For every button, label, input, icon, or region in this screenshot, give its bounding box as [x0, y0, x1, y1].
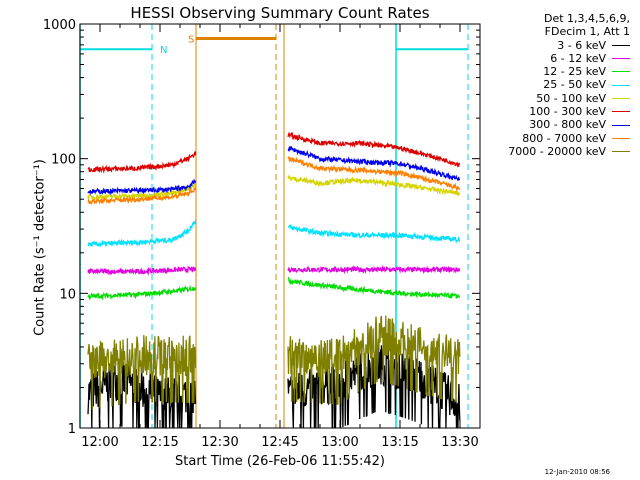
- series-line-50-100-kev: [287, 174, 461, 197]
- legend-entry: 12 - 25 keV: [470, 65, 630, 78]
- y-axis-label: Count Rate (s⁻¹ detector⁻¹): [32, 159, 48, 336]
- series-line-12-25-kev: [287, 276, 461, 300]
- legend: Det 1,3,4,5,6,9, FDecim 1, Att 1 3 - 6 k…: [470, 12, 630, 158]
- x-tick-label: 12:00: [81, 435, 118, 450]
- legend-swatch: [612, 124, 630, 126]
- legend-label: 7000 - 20000 keV: [508, 144, 606, 158]
- x-axis-label: Start Time (26-Feb-06 11:55:42): [175, 454, 385, 469]
- chart-title: HESSI Observing Summary Count Rates: [130, 4, 430, 22]
- x-tick-label: 12:45: [261, 435, 298, 450]
- series-line-300-800-kev: [287, 145, 461, 181]
- series-line-12-25-kev: [87, 284, 197, 301]
- series-line-25-50-kev: [287, 223, 461, 244]
- legend-label: 25 - 50 keV: [543, 78, 606, 92]
- legend-label: 12 - 25 keV: [543, 65, 606, 79]
- legend-entry: 300 - 800 keV: [470, 118, 630, 131]
- legend-header-line: FDecim 1, Att 1: [544, 25, 630, 39]
- legend-entry: 100 - 300 keV: [470, 105, 630, 118]
- legend-entry: 800 - 7000 keV: [470, 132, 630, 145]
- y-tick-label: 1: [68, 422, 76, 437]
- x-tick-label: 12:15: [141, 435, 178, 450]
- series-line-7000-20000-kev: [287, 315, 461, 405]
- legend-entry: 6 - 12 keV: [470, 52, 630, 65]
- series-line-100-300-kev: [287, 131, 461, 168]
- series-line-6-12-kev: [87, 265, 197, 276]
- legend-label: 300 - 800 keV: [529, 118, 606, 132]
- legend-swatch: [612, 137, 630, 139]
- legend-label: 800 - 7000 keV: [522, 131, 606, 145]
- x-tick-label: 13:00: [321, 435, 358, 450]
- series-line-100-300-kev: [87, 150, 197, 174]
- series-line-3-6-kev: [87, 360, 197, 429]
- legend-swatch: [612, 84, 630, 86]
- x-tick-label: 12:30: [201, 435, 238, 450]
- legend-label: 50 - 100 keV: [536, 91, 606, 105]
- series-line-6-12-kev: [287, 265, 461, 275]
- series-line-800-7000-kev: [87, 186, 197, 205]
- legend-entry: 25 - 50 keV: [470, 78, 630, 91]
- timestamp-label: 12-Jan-2010 08:56: [544, 468, 610, 476]
- series-line-25-50-kev: [87, 219, 197, 248]
- legend-label: 100 - 300 keV: [529, 105, 606, 119]
- legend-label: 6 - 12 keV: [550, 51, 606, 65]
- legend-swatch: [612, 71, 630, 73]
- legend-swatch: [612, 151, 630, 153]
- y-tick-label: 1000: [43, 18, 76, 33]
- series-line-300-800-kev: [87, 178, 197, 196]
- y-tick-label: 10: [59, 287, 76, 302]
- x-tick-label: 13:15: [381, 435, 418, 450]
- series-line-800-7000-kev: [287, 156, 461, 192]
- legend-swatch: [612, 44, 630, 46]
- legend-entry: 50 - 100 keV: [470, 92, 630, 105]
- legend-entry: 7000 - 20000 keV: [470, 145, 630, 158]
- legend-swatch: [612, 97, 630, 99]
- legend-header-line: Det 1,3,4,5,6,9,: [543, 12, 630, 25]
- y-tick-label: 100: [51, 153, 76, 168]
- series-line-7000-20000-kev: [87, 335, 197, 410]
- legend-swatch: [612, 111, 630, 113]
- x-tick-label: 13:30: [441, 435, 478, 450]
- legend-swatch: [612, 58, 630, 60]
- legend-entry: 3 - 6 keV: [470, 39, 630, 52]
- annotation-s: S: [188, 35, 194, 46]
- legend-label: 3 - 6 keV: [557, 38, 606, 52]
- annotation-n: N: [160, 45, 167, 56]
